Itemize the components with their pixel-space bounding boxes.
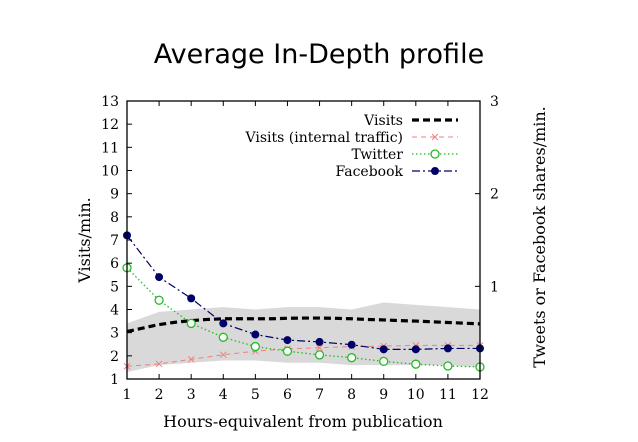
- y-tick-label: 4: [110, 303, 119, 319]
- x-tick-label: 11: [439, 387, 457, 403]
- y-tick-label: 8: [110, 210, 119, 226]
- y-tick-label: 9: [110, 187, 119, 203]
- y2-tick-label: 1: [490, 279, 499, 295]
- y-tick-label: 12: [101, 117, 119, 133]
- x-tick-label: 8: [347, 387, 356, 403]
- data-point-facebook: [443, 344, 452, 353]
- y-axis-label: Visits/min.: [75, 197, 94, 283]
- y-tick-label: 1: [110, 372, 119, 388]
- data-point-visits-internal-traffic: [187, 355, 195, 363]
- data-point-facebook: [315, 337, 324, 346]
- legend-marker-twitter: [430, 149, 440, 159]
- data-point-twitter: [314, 350, 325, 360]
- y2-axis-label: Tweets or Facebook shares/min.: [530, 106, 549, 368]
- legend-label-twitter: Twitter: [351, 147, 403, 163]
- data-point-twitter: [411, 359, 421, 369]
- x-tick-label: 2: [155, 387, 164, 403]
- y-tick-label: 5: [110, 279, 119, 295]
- x-axis-label: Hours-equivalent from publication: [163, 412, 443, 431]
- data-point-visits-internal-traffic: [316, 344, 323, 352]
- data-point-twitter: [282, 346, 293, 356]
- legend-label-facebook: Facebook: [335, 164, 403, 180]
- y2-tick-label: 2: [490, 187, 499, 203]
- series-line-facebook: [126, 235, 480, 350]
- x-tick-label: 10: [407, 387, 425, 403]
- data-point-twitter: [250, 341, 261, 352]
- data-point-facebook: [251, 330, 260, 339]
- y-tick-label: 10: [101, 164, 119, 180]
- variability-band: [127, 302, 480, 373]
- data-point-twitter: [154, 295, 164, 305]
- x-tick-label: 3: [187, 387, 196, 403]
- data-point-visits-internal-traffic: [219, 351, 227, 359]
- legend-label-visits: Visits: [363, 113, 403, 129]
- y-tick-label: 3: [110, 326, 119, 342]
- data-point-twitter: [443, 361, 453, 371]
- y-tick-label: 13: [101, 94, 119, 110]
- x-tick-label: 6: [283, 387, 292, 403]
- data-point-twitter: [218, 332, 228, 342]
- y-tick-label: 2: [110, 349, 119, 365]
- y-tick-label: 11: [101, 140, 119, 156]
- x-tick-label: 9: [379, 387, 388, 403]
- data-point-facebook: [347, 340, 356, 349]
- y-tick-label: 7: [110, 233, 119, 249]
- data-point-visits-internal-traffic: [155, 360, 163, 368]
- x-tick-label: 12: [471, 387, 489, 403]
- data-point-twitter: [186, 318, 196, 329]
- legend-marker-facebook: [431, 167, 439, 175]
- legend-label-visits-internal-traffic: Visits (internal traffic): [244, 130, 403, 146]
- y-tick-label: 6: [110, 256, 119, 272]
- data-point-facebook: [187, 294, 196, 303]
- data-point-twitter: [346, 353, 357, 363]
- data-point-facebook: [283, 336, 292, 345]
- data-point-facebook: [155, 273, 164, 282]
- legend-marker-visits-internal-traffic: [431, 133, 439, 141]
- data-point-facebook: [219, 319, 228, 328]
- x-tick-label: 4: [219, 387, 228, 403]
- x-tick-label: 7: [315, 387, 324, 403]
- chart-title: Average In-Depth profile: [154, 39, 484, 70]
- data-point-twitter: [379, 356, 389, 367]
- series-line-twitter: [126, 267, 481, 368]
- data-point-facebook: [379, 345, 388, 354]
- y2-tick-label: 3: [490, 94, 499, 110]
- series-line-visits: [126, 316, 481, 334]
- x-tick-label: 1: [123, 387, 132, 403]
- x-tick-label: 5: [251, 387, 260, 403]
- data-point-facebook: [411, 345, 420, 354]
